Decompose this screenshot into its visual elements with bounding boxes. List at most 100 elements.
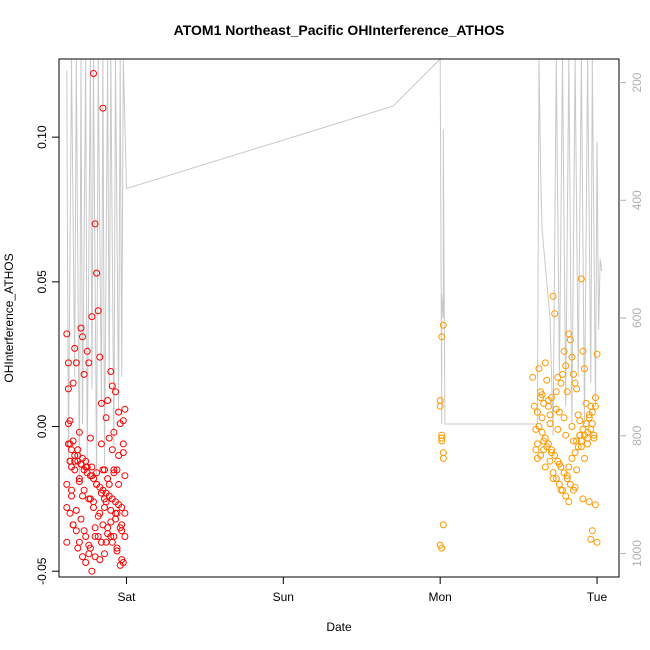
data-point xyxy=(64,359,72,367)
data-point xyxy=(590,431,598,439)
data-point xyxy=(93,480,101,488)
x-tick-label: Sat xyxy=(117,590,136,604)
data-point xyxy=(107,368,115,375)
data-point xyxy=(69,437,77,445)
y-tick-label: 0.10 xyxy=(35,125,49,149)
data-point xyxy=(97,538,105,546)
data-point xyxy=(90,498,97,506)
data-point xyxy=(69,379,77,387)
right-y-tick-label: 400 xyxy=(630,190,644,210)
data-point xyxy=(63,480,71,488)
data-point xyxy=(557,379,565,387)
data-point xyxy=(119,449,127,457)
data-point xyxy=(79,333,86,341)
data-point xyxy=(71,466,79,474)
data-point xyxy=(563,472,571,480)
data-point xyxy=(110,466,118,474)
data-point xyxy=(577,275,585,283)
data-point xyxy=(97,399,105,407)
data-point xyxy=(438,544,446,552)
data-point xyxy=(69,521,77,529)
right-y-tick-label: 600 xyxy=(630,308,644,328)
data-point xyxy=(97,489,105,497)
data-point xyxy=(552,405,560,413)
data-point xyxy=(563,388,571,396)
data-point xyxy=(79,553,86,561)
data-point xyxy=(91,220,99,228)
data-point xyxy=(102,414,110,422)
data-point xyxy=(66,509,74,517)
data-point xyxy=(544,397,552,404)
data-point xyxy=(83,347,91,355)
x-tick-label: Mon xyxy=(429,590,452,604)
right-y-tick-label: 800 xyxy=(630,425,644,445)
y-tick-label: 0.05 xyxy=(35,270,49,294)
data-point xyxy=(119,440,127,448)
data-point xyxy=(576,417,584,425)
data-point xyxy=(565,463,573,471)
data-point xyxy=(93,469,101,477)
data-point xyxy=(118,504,126,511)
data-point xyxy=(101,504,108,511)
data-point xyxy=(104,475,112,483)
data-point xyxy=(439,321,447,329)
data-point xyxy=(91,524,99,532)
data-point xyxy=(85,550,93,558)
data-point xyxy=(72,359,80,367)
data-point xyxy=(121,533,129,540)
data-point xyxy=(94,533,102,540)
data-point xyxy=(74,446,82,454)
x-axis-label: Date xyxy=(326,620,352,634)
data-point xyxy=(570,437,577,445)
data-point xyxy=(577,443,585,451)
data-point xyxy=(571,449,579,457)
data-point xyxy=(551,310,559,318)
right-y-tick-label: 200 xyxy=(630,72,644,92)
data-point xyxy=(538,428,546,436)
data-point xyxy=(565,498,573,506)
data-point xyxy=(118,527,126,535)
data-point xyxy=(74,544,82,552)
data-point xyxy=(94,512,102,520)
data-point xyxy=(96,556,104,564)
data-point xyxy=(532,425,540,433)
data-point xyxy=(72,506,80,514)
data-point xyxy=(581,454,588,462)
data-point xyxy=(549,475,557,483)
data-point xyxy=(79,492,86,500)
data-point xyxy=(548,449,555,457)
data-point xyxy=(541,463,549,471)
data-point xyxy=(104,397,112,404)
data-point xyxy=(587,425,595,433)
data-point xyxy=(121,405,129,413)
data-point xyxy=(121,509,129,517)
data-point xyxy=(112,388,119,396)
data-point xyxy=(587,535,595,543)
data-point xyxy=(438,333,446,341)
data-point xyxy=(91,533,99,540)
data-point xyxy=(537,452,545,459)
data-point xyxy=(88,463,96,471)
data-point xyxy=(588,527,596,535)
data-point xyxy=(105,434,113,442)
data-point xyxy=(77,460,85,468)
data-point xyxy=(579,495,587,503)
data-point xyxy=(63,538,71,546)
data-point xyxy=(71,344,79,352)
data-point xyxy=(560,347,568,355)
data-point xyxy=(119,417,127,425)
data-point xyxy=(592,501,599,509)
data-point xyxy=(115,480,123,488)
data-point xyxy=(63,330,71,338)
data-point xyxy=(552,475,560,483)
data-point xyxy=(97,440,105,448)
data-point xyxy=(584,440,592,448)
data-point xyxy=(72,527,80,535)
data-point xyxy=(438,434,446,442)
data-point xyxy=(549,292,557,300)
y-axis: -0.05 0.00 0.05 0.10 xyxy=(35,125,59,585)
right-y-axis: 200 400 600 800 1000 xyxy=(619,72,644,567)
data-point xyxy=(86,434,94,442)
data-point xyxy=(568,353,576,361)
